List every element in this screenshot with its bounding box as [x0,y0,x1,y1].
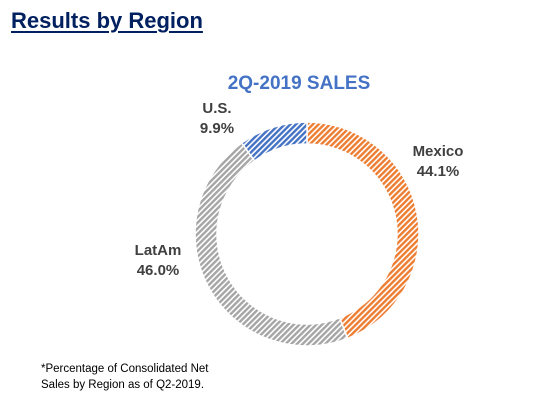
slide-title: Results by Region [11,8,203,33]
label-latam: LatAm 46.0% [135,242,182,279]
footnote-line-1: *Percentage of Consolidated Net [41,363,209,375]
label-latam-name: LatAm [135,242,182,259]
footnote-line-2: Sales by Region as of Q2-2019. [41,379,205,391]
slice-u-s [240,121,308,162]
label-latam-value: 46.0% [137,262,180,279]
label-mexico-value: 44.1% [417,163,460,180]
slice-latam [194,141,349,347]
chart-title: 2Q-2019 SALES [228,73,371,94]
footnote: *Percentage of Consolidated Net Sales by… [41,361,209,393]
slice-mexico [306,121,420,340]
label-mexico: Mexico 44.1% [413,143,464,180]
label-u-s-name: U.S. [202,100,231,117]
label-u-s-value: 9.9% [200,120,234,137]
label-mexico-name: Mexico [413,143,464,160]
label-u-s: U.S. 9.9% [200,100,234,137]
